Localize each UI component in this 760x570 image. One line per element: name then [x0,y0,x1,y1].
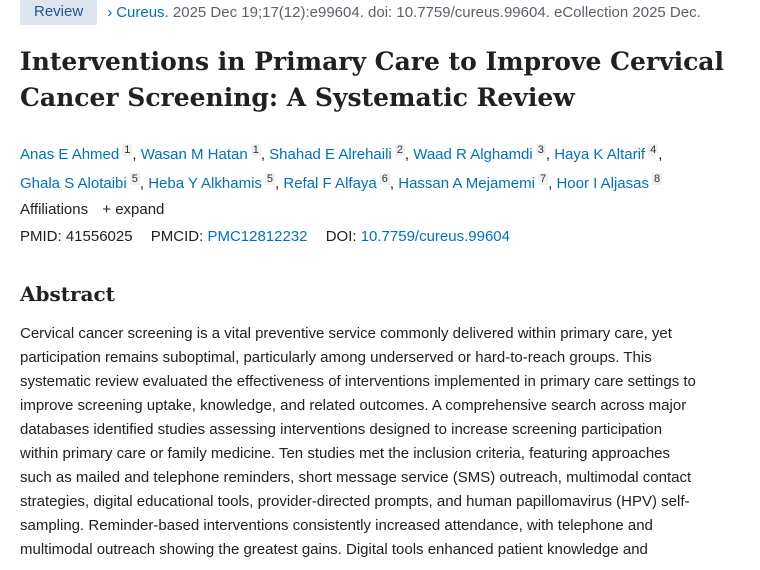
doi-link[interactable]: 10.7759/cureus.99604 [360,228,510,245]
pmcid-label: PMCID: [150,228,204,245]
pmcid-link[interactable]: PMC12812232 [207,228,308,245]
citation: › Cureus. 2025 Dec 19;17(12):e99604. doi:… [107,4,701,21]
abstract-line: multimodal outreach showing the greatest… [20,541,648,558]
article-type-badge: Review [20,0,98,25]
abstract-line: participation remains suboptimal, partic… [20,349,652,366]
affiliation-ref[interactable]: 5 [264,173,276,185]
doi-label: DOI: [325,228,357,245]
article-title: Interventions in Primary Care to Improve… [20,47,725,112]
author-link[interactable]: Refal F Alfaya [283,175,377,192]
abstract-line: within primary care or family medicine. … [20,445,671,462]
affiliation-ref[interactable]: 6 [379,173,390,185]
expand-affiliations-button[interactable]: + expand [102,201,165,218]
pmid-label: PMID: [20,228,62,245]
author-link[interactable]: Anas E Ahmed [20,146,120,163]
citation-text: 2025 Dec 19;17(12):e99604. doi: 10.7759/… [168,3,701,21]
author-link[interactable]: Haya K Altarif [554,146,646,163]
affiliation-ref[interactable]: 8 [651,173,663,185]
affiliations: Affiliations + expand [20,201,164,218]
abstract-text: Cervical cancer screening is a vital pre… [20,322,755,562]
affiliation-ref[interactable]: 1 [122,144,133,156]
abstract-line: sampling. Reminder-based interventions c… [20,517,653,534]
identifiers: PMID: 41556025 PMCID: PMC12812232 DOI: 1… [20,228,510,245]
abstract-heading: Abstract [20,282,115,306]
abstract-line: databases identified studies assessing i… [20,421,663,438]
affiliation-ref[interactable]: 5 [129,173,140,185]
author-link[interactable]: Hassan A Mejamemi [398,175,535,192]
affiliation-ref[interactable]: 7 [537,173,549,185]
author-link[interactable]: Waad R Alghamdi [413,146,533,163]
author-list: Anas E Ahmed 1, Wasan M Hatan 1, Shahad E … [20,144,663,192]
author-link[interactable]: Ghala S Alotaibi [20,175,127,192]
abstract-line: such as mailed and telephone reminders, … [20,469,692,486]
author-link[interactable]: Shahad E Alrehaili [269,146,392,163]
affiliation-ref[interactable]: 3 [535,144,546,156]
publication-header: Review › Cureus. 2025 Dec 19;17(12):e9960… [20,0,701,25]
chevron-right-icon[interactable]: › [107,3,113,21]
author-link[interactable]: Heba Y Alkhamis [148,175,262,192]
author-link[interactable]: Hoor I Aljasas [556,175,649,192]
abstract-line: strategies, digital educational tools, p… [20,493,690,510]
affiliation-ref[interactable]: 1 [250,144,261,156]
affiliations-label: Affiliations [20,201,89,218]
affiliation-ref[interactable]: 2 [394,144,405,156]
pmid-value: 41556025 [65,228,133,245]
abstract-line: improve screening uptake, knowledge, and… [20,397,687,414]
affiliation-ref[interactable]: 4 [648,144,659,156]
author-link[interactable]: Wasan M Hatan [140,146,248,163]
journal-link[interactable]: Cureus. [116,3,169,21]
abstract-line: Cervical cancer screening is a vital pre… [20,325,672,342]
abstract-line: systematic review evaluated the effectiv… [20,373,696,390]
